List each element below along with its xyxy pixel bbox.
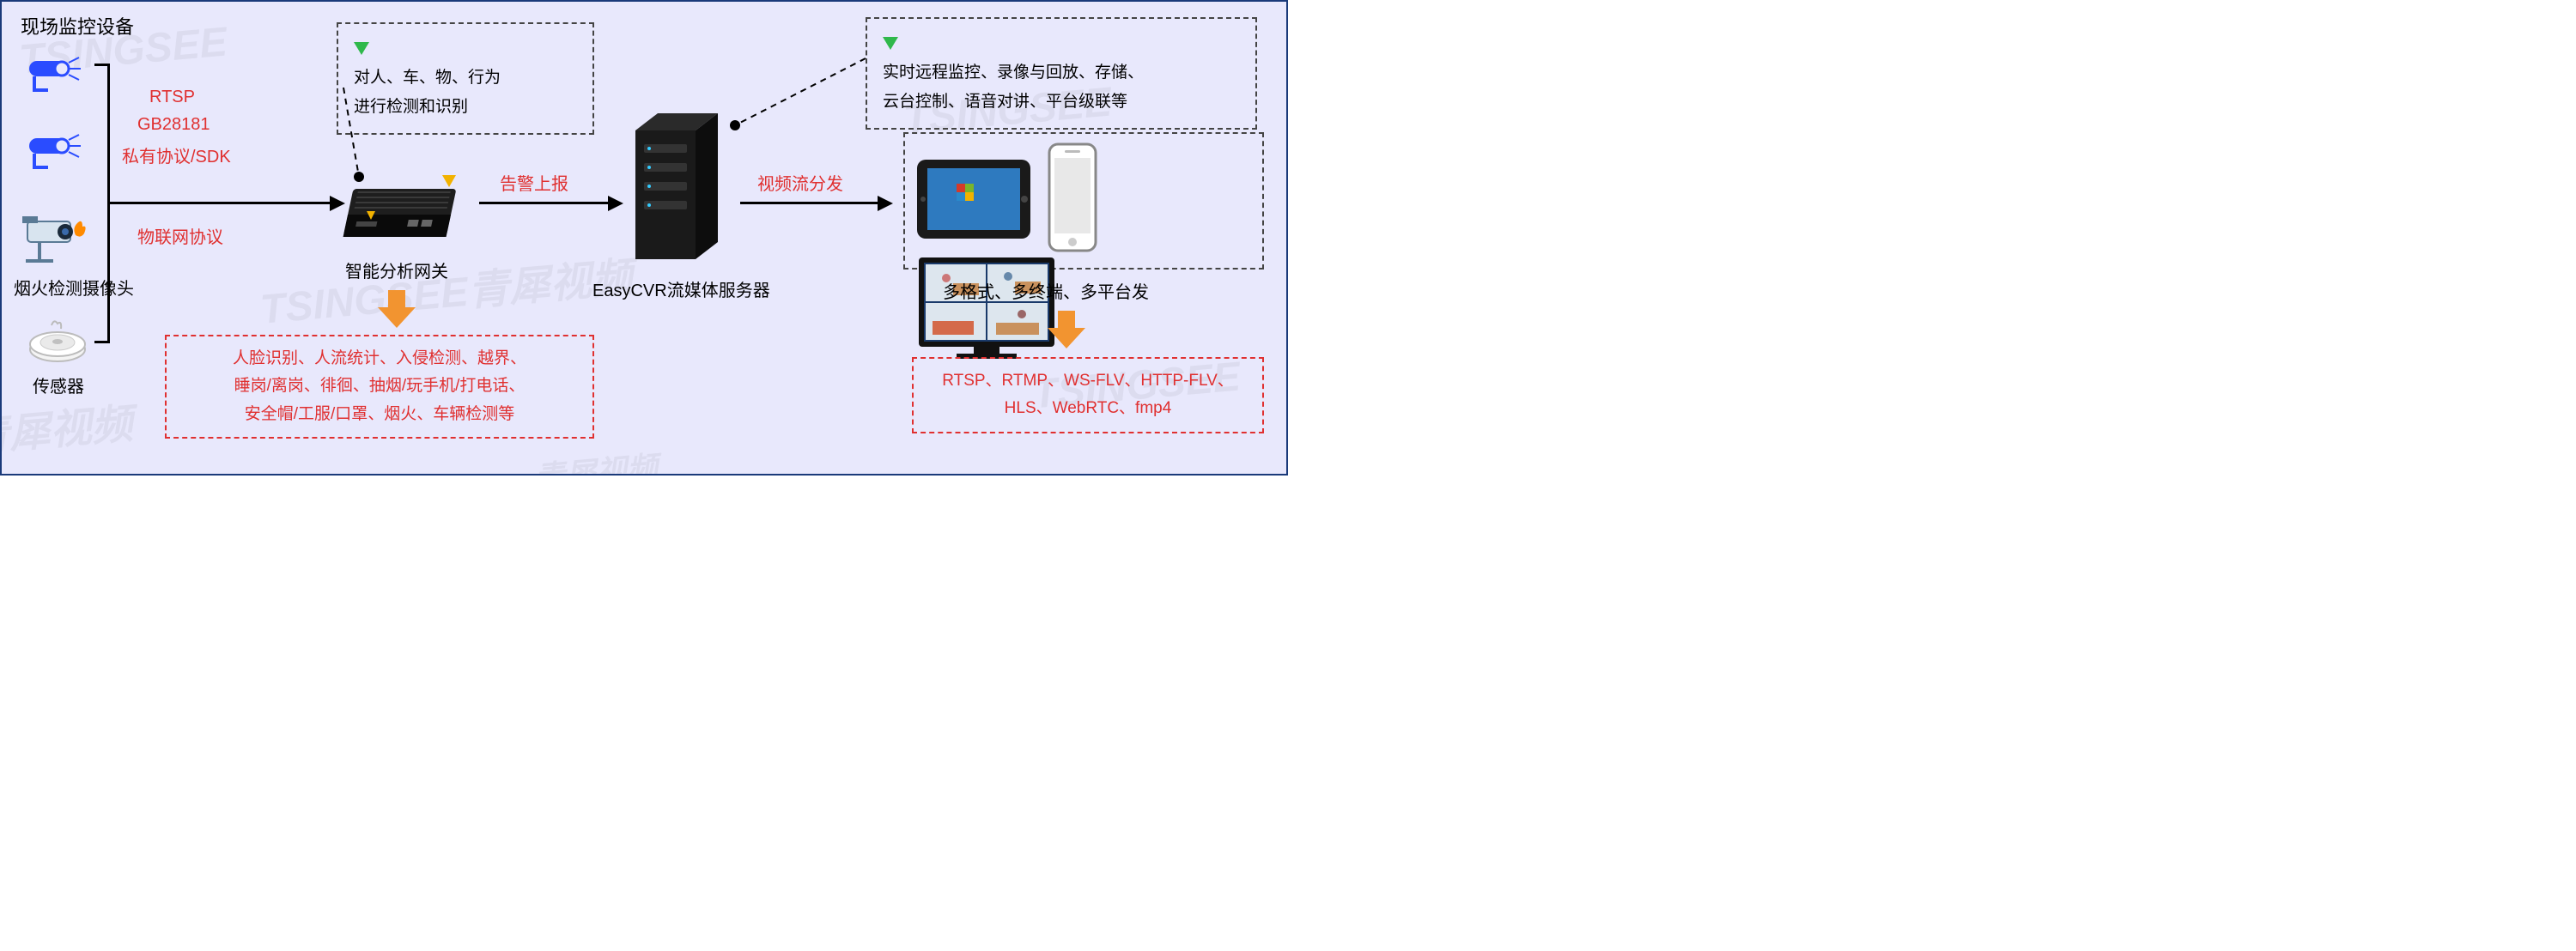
arrow-to-server — [479, 202, 608, 204]
gateway-label: 智能分析网关 — [345, 257, 448, 282]
link-alarm: 告警上报 — [500, 170, 568, 195]
monitor-icon — [914, 254, 1060, 374]
diagram-canvas: TSINGSEE TSINGSEE青犀视频 TSINGSEE 青犀视频 TSIN… — [0, 0, 1288, 476]
arrow-head — [878, 196, 893, 211]
callout-features: 实时远程监控、录像与回放、存储、 云台控制、语音对讲、平台级联等 — [866, 17, 1257, 130]
callout-ai: 对人、车、物、行为 进行检测和识别 — [337, 22, 594, 135]
watermark: 青犀视频 — [0, 390, 135, 463]
arrow-head — [608, 196, 623, 211]
tablet-icon — [914, 151, 1034, 245]
clients-label: 多格式、多终端、多平台发 — [943, 278, 1149, 303]
sensor-label: 传感器 — [33, 373, 84, 397]
triangle-icon — [354, 42, 369, 55]
watermark: 青犀视频 — [532, 443, 659, 476]
bracket — [94, 64, 110, 343]
arrow-to-clients — [740, 202, 878, 204]
ai-features-box: 人脸识别、人流统计、入侵检测、越界、 睡岗/离岗、徘徊、抽烟/玩手机/打电话、 … — [165, 335, 594, 439]
fire-camera-label: 烟火检测摄像头 — [14, 275, 134, 300]
callout-ai-text: 对人、车、物、行为 进行检测和识别 — [354, 64, 568, 122]
protocol-iot: 物联网协议 — [137, 223, 223, 248]
server-label: EasyCVR流媒体服务器 — [592, 276, 770, 301]
devices-title: 现场监控设备 — [21, 12, 134, 39]
protocol-rtsp: RTSP — [149, 88, 195, 107]
fire-camera-icon — [22, 208, 91, 268]
clients-box — [903, 132, 1264, 270]
triangle-icon — [883, 37, 898, 50]
bracket-stem — [110, 202, 149, 204]
protocol-gb: GB28181 — [137, 115, 210, 135]
link-stream: 视频流分发 — [757, 170, 843, 195]
phone-icon — [1044, 142, 1101, 254]
server-icon — [630, 113, 725, 268]
stream-formats-box: RTSP、RTMP、WS-FLV、HTTP-FLV、 HLS、WebRTC、fm… — [912, 357, 1264, 433]
camera-icon — [27, 49, 88, 92]
sensor-icon — [27, 315, 88, 366]
connector-line — [732, 62, 878, 130]
arrow-to-gateway — [149, 202, 330, 204]
callout-features-text: 实时远程监控、录像与回放、存储、 云台控制、语音对讲、平台级联等 — [883, 58, 1226, 117]
camera-icon — [27, 126, 88, 169]
gateway-icon — [341, 167, 474, 248]
protocol-sdk: 私有协议/SDK — [122, 142, 231, 167]
